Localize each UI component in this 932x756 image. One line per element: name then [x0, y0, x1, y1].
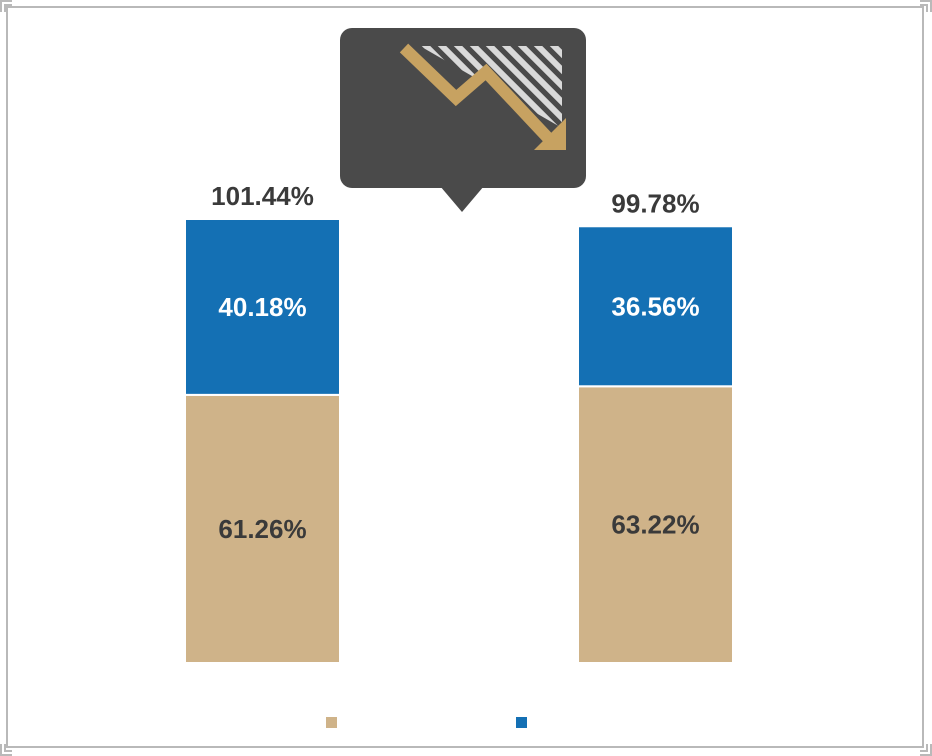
bar-value-label-s1-c2: 63.22%	[611, 510, 699, 540]
legend-swatch-1	[326, 717, 337, 728]
bar-total-label-c2: 99.78%	[611, 188, 699, 218]
bar-total-label-c1: 101.44%	[211, 181, 314, 211]
bar-value-label-s2-c2: 36.56%	[611, 291, 699, 321]
callout-pointer	[440, 186, 484, 212]
bar-segment-s1-c2	[577, 385, 734, 664]
bar-value-label-s1-c1: 61.26%	[218, 514, 306, 544]
chart-legend	[326, 717, 527, 728]
bars-group: 61.26% 40.18% 101.44% 63.22% 36.56% 99.78%	[184, 181, 734, 664]
chart-frame	[6, 6, 924, 748]
trend-callout	[340, 28, 586, 212]
bar-segment-s2-c2	[577, 225, 734, 388]
legend-swatch-2	[516, 717, 527, 728]
bar-segment-s1-c1	[184, 393, 341, 664]
bar-segment-s2-c1	[184, 218, 341, 396]
bar-value-label-s2-c1: 40.18%	[218, 292, 306, 322]
